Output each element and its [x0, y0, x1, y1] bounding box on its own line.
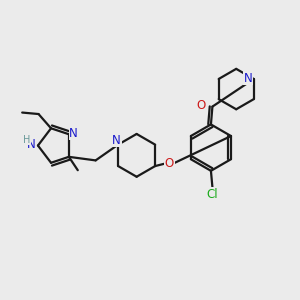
- Text: Cl: Cl: [207, 188, 218, 201]
- Text: H: H: [23, 135, 30, 145]
- Text: N: N: [69, 127, 78, 140]
- Text: N: N: [27, 138, 36, 151]
- Text: N: N: [244, 72, 253, 85]
- Text: N: N: [112, 134, 121, 147]
- Text: O: O: [165, 157, 174, 169]
- Text: O: O: [196, 99, 206, 112]
